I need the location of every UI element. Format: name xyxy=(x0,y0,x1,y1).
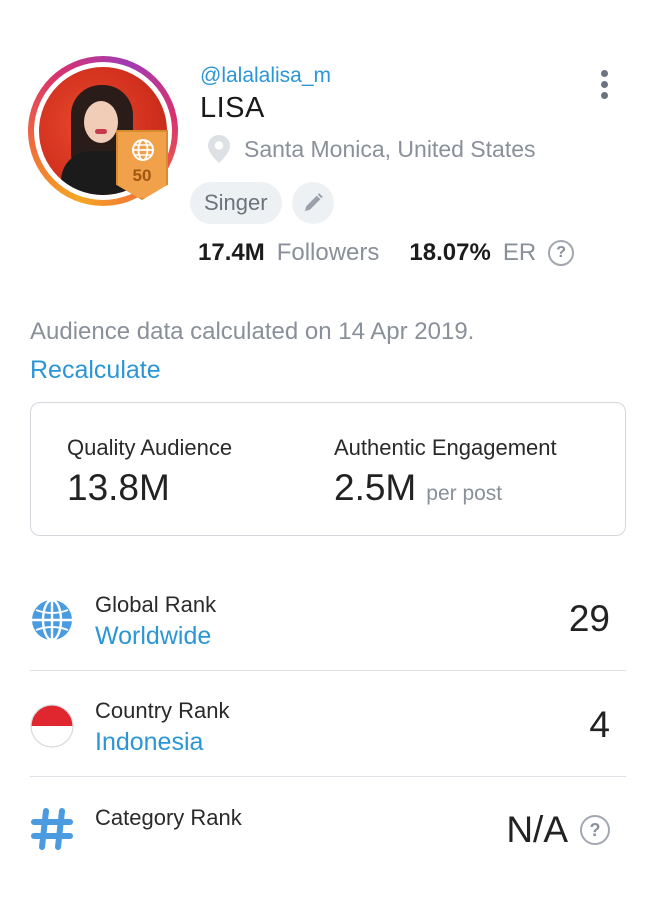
indonesia-flag-icon xyxy=(30,704,74,748)
globe-icon xyxy=(132,139,154,161)
er-value: 18.07% xyxy=(409,239,491,266)
global-rank-label: Global Rank xyxy=(95,592,217,617)
category-rank-label: Category Rank xyxy=(95,805,242,830)
divider xyxy=(30,670,626,671)
country-rank-label: Country Rank xyxy=(95,698,230,723)
profile-stats: 17.4M Followers 18.07% ER ? xyxy=(198,236,575,270)
authentic-engagement-metric: Authentic Engagement 2.5M per post xyxy=(334,435,557,509)
profile-name: LISA xyxy=(200,92,265,124)
quality-audience-label: Quality Audience xyxy=(67,435,233,460)
country-rank-value: 4 xyxy=(589,704,610,745)
quality-audience-value: 13.8M xyxy=(67,467,170,508)
dot-icon xyxy=(600,70,608,77)
country-rank-scope[interactable]: Indonesia xyxy=(95,728,204,756)
followers-label: Followers xyxy=(276,239,380,266)
er-label: ER xyxy=(502,239,537,266)
profile-location: Santa Monica, United States xyxy=(206,134,536,164)
location-text: Santa Monica, United States xyxy=(244,135,536,162)
globe-icon xyxy=(32,598,72,642)
authentic-engagement-label: Authentic Engagement xyxy=(334,435,557,460)
authentic-engagement-value: 2.5M xyxy=(334,467,417,508)
edit-tag-button[interactable] xyxy=(292,182,334,224)
more-options-button[interactable] xyxy=(592,70,616,104)
category-rank-row[interactable]: Category Rank N/A ? xyxy=(30,805,626,900)
category-rank-value: N/A xyxy=(506,809,568,850)
recalculate-link[interactable]: Recalculate xyxy=(30,356,161,384)
location-pin-icon xyxy=(208,135,230,163)
category-tag[interactable]: Singer xyxy=(190,182,282,224)
badge-level: 50 xyxy=(132,166,152,185)
profile-header: 50 @lalalalisa_m LISA Santa Monica, Unit… xyxy=(0,0,655,290)
category-rank-value-group: N/A ? xyxy=(506,809,610,851)
er-help-icon[interactable]: ? xyxy=(548,240,575,266)
category-rank-help-icon[interactable]: ? xyxy=(580,815,610,845)
audience-metrics-card: Quality Audience 13.8M Authentic Engagem… xyxy=(30,402,626,536)
country-rank-row[interactable]: Country Rank Indonesia 4 xyxy=(30,698,626,798)
dot-icon xyxy=(600,81,608,88)
global-rank-row[interactable]: Global Rank Worldwide 29 xyxy=(30,592,626,692)
pencil-icon xyxy=(305,193,323,211)
global-rank-value: 29 xyxy=(568,598,610,639)
divider xyxy=(30,776,626,777)
followers-value: 17.4M xyxy=(198,239,265,266)
audience-calculated-note: Audience data calculated on 14 Apr 2019. xyxy=(30,318,475,345)
dot-icon xyxy=(600,92,608,99)
profile-handle[interactable]: @lalalalisa_m xyxy=(200,64,332,87)
hashtag-icon xyxy=(31,808,73,850)
quality-audience-metric: Quality Audience 13.8M xyxy=(67,435,232,509)
global-rank-scope[interactable]: Worldwide xyxy=(95,622,212,650)
authentic-engagement-unit: per post xyxy=(426,482,503,505)
level-badge: 50 xyxy=(116,130,168,200)
